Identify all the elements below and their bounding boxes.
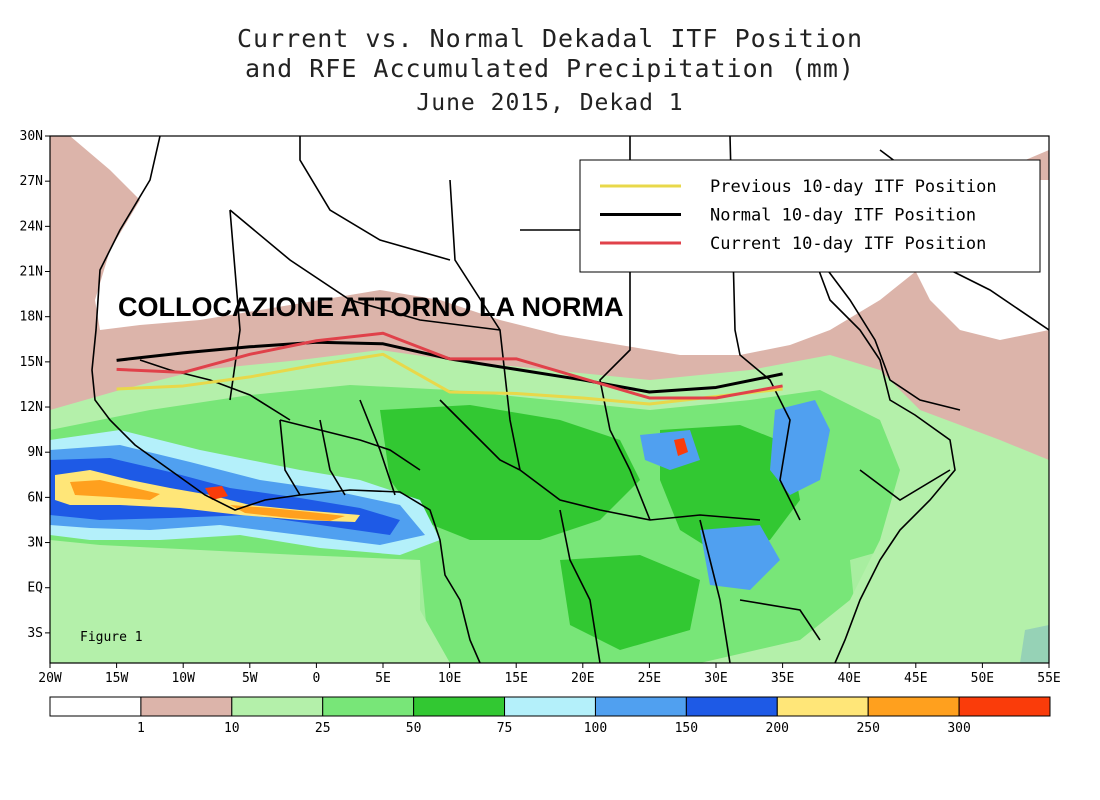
lat-tick-label: 15N xyxy=(20,355,43,370)
coastline-east-africa xyxy=(814,259,956,663)
coastal-rain-orange-2 xyxy=(230,505,345,521)
border-line-18 xyxy=(279,419,301,496)
lat-tick-label: 9N xyxy=(27,445,43,460)
colorbar-label: 150 xyxy=(675,721,698,736)
colorbar-swatch xyxy=(594,696,687,717)
lon-tick-label: 0 xyxy=(312,671,320,686)
chart-title-line-3: June 2015, Dekad 1 xyxy=(416,90,684,116)
itf-series-line-1 xyxy=(116,352,783,406)
lon-tick-label: 40E xyxy=(837,671,860,686)
coastal-rain-red xyxy=(205,486,228,500)
rain-patch-dark-green-3 xyxy=(560,555,700,650)
colorbar-label: 1 xyxy=(137,721,145,736)
lon-tick-label: 15E xyxy=(504,671,527,686)
lon-tick-label: 20W xyxy=(38,671,62,686)
ocean-rain-indian xyxy=(850,540,1049,663)
border-line-12 xyxy=(699,519,731,663)
colorbar-swatch xyxy=(685,696,778,717)
lat-tick-label: 21N xyxy=(20,265,43,280)
lon-tick-label: 20E xyxy=(571,671,594,686)
colorbar-swatch xyxy=(413,696,506,717)
lon-tick-label: 5E xyxy=(375,671,391,686)
colorbar-swatch xyxy=(504,696,596,717)
lat-tick-label: 3N xyxy=(27,536,43,551)
lon-tick-label: 30E xyxy=(704,671,727,686)
colorbar-swatch xyxy=(867,696,960,717)
chart-title-line-1: Current vs. Normal Dekadal ITF Position xyxy=(237,24,863,53)
border-line-9 xyxy=(279,419,421,471)
border-line-10 xyxy=(519,469,761,521)
legend-label-1: Previous 10-day ITF Position xyxy=(710,177,997,197)
border-line-16 xyxy=(359,399,396,496)
figure-label: Figure 1 xyxy=(80,630,143,645)
border-line-8 xyxy=(139,359,291,421)
itf-lines xyxy=(116,331,783,406)
colorbar-label: 250 xyxy=(856,721,879,736)
lon-tick-label: 10E xyxy=(438,671,461,686)
map-frame xyxy=(49,135,1050,664)
ocean-rain-light xyxy=(50,550,430,663)
longitude-axis: 20W 15W 10W 5W 0 5E 10E 15E 20E 25E 30E 35E 40E 45E 50… xyxy=(38,663,1061,686)
lat-tick-label: 12N xyxy=(20,400,43,415)
lon-tick-label: 25E xyxy=(638,671,661,686)
lon-tick-label: 10W xyxy=(171,671,195,686)
rain-patch-red-sudan xyxy=(674,438,688,456)
lat-tick-label: 27N xyxy=(20,174,43,189)
colorbar-label: 100 xyxy=(584,721,607,736)
border-line-17 xyxy=(319,419,346,496)
itf-series-line-3 xyxy=(116,331,783,400)
colorbar-swatch xyxy=(49,696,142,717)
colorbar-swatch xyxy=(776,696,869,717)
rain-patch-blue-sudan xyxy=(640,430,700,470)
colorbar-label: 75 xyxy=(497,721,513,736)
legend-label-2: Normal 10-day ITF Position xyxy=(710,206,976,226)
colorbar-swatch xyxy=(231,696,324,717)
border-line-4 xyxy=(449,179,521,471)
lat-tick-label: EQ xyxy=(27,581,43,596)
legend-label-3: Current 10-day ITF Position xyxy=(710,234,986,254)
lon-tick-label: 35E xyxy=(771,671,794,686)
lon-tick-label: 45E xyxy=(904,671,927,686)
border-line-11 xyxy=(559,509,601,663)
colorbar-swatch xyxy=(958,696,1051,717)
border-line-13 xyxy=(739,599,821,641)
colorbar-label: 25 xyxy=(315,721,331,736)
border-line-1 xyxy=(229,209,501,331)
border-line-7 xyxy=(729,136,801,521)
legend-box xyxy=(579,159,1041,273)
lat-tick-label: 3S xyxy=(27,626,43,641)
lon-tick-label: 15W xyxy=(105,671,129,686)
coastal-rain-orange xyxy=(70,480,160,500)
border-line-5 xyxy=(599,136,651,521)
lon-tick-label: 55E xyxy=(1037,671,1060,686)
border-line-2 xyxy=(229,209,241,401)
rain-patch-dark-green-1 xyxy=(380,405,640,540)
colorbar-label: 200 xyxy=(766,721,789,736)
colorbar-label: 50 xyxy=(406,721,422,736)
lat-tick-label: 6N xyxy=(27,490,43,505)
colorbar: 1 10 25 50 75 100 150 200 250 300 xyxy=(49,696,1051,736)
colorbar-swatch xyxy=(322,696,415,717)
lon-tick-label: 5W xyxy=(242,671,258,686)
border-line-3 xyxy=(299,136,451,261)
lon-tick-label: 50E xyxy=(971,671,994,686)
rain-patch-blue-ethiopia xyxy=(770,400,830,495)
legend: Previous 10-day ITF Position Normal 10-da… xyxy=(579,159,1041,273)
lat-tick-label: 30N xyxy=(20,129,43,144)
chart-title-line-2: and RFE Accumulated Precipitation (mm) xyxy=(245,54,855,83)
annotation-overlay-text: COLLOCAZIONE ATTORNO LA NORMA xyxy=(118,292,623,322)
border-line-19 xyxy=(439,399,521,471)
colorbar-label: 10 xyxy=(224,721,240,736)
lat-tick-label: 24N xyxy=(20,219,43,234)
colorbar-swatch xyxy=(140,696,233,717)
border-line-20 xyxy=(859,469,951,501)
colorbar-label: 300 xyxy=(947,721,970,736)
latitude-axis: 30N 27N 24N 21N 18N 15N 12N 9N 6N 3N EQ 3S xyxy=(20,129,50,641)
coastline-west-africa xyxy=(91,136,481,663)
lat-tick-label: 18N xyxy=(20,310,43,325)
rain-patch-blue-central xyxy=(700,525,780,590)
red-sea-coast xyxy=(819,259,961,411)
